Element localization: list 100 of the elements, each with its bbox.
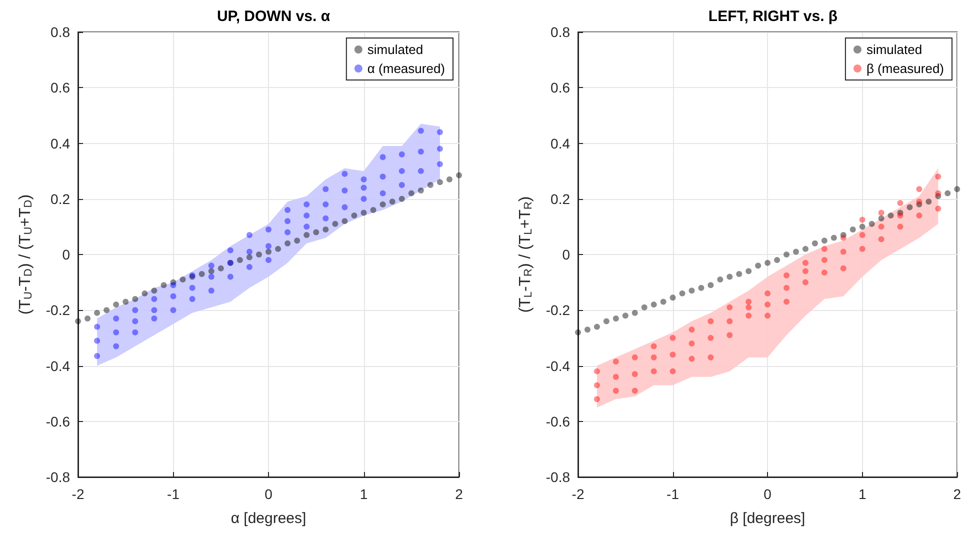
point xyxy=(304,201,310,208)
point xyxy=(859,224,866,230)
point xyxy=(708,318,714,324)
point xyxy=(380,174,386,180)
point xyxy=(427,182,434,188)
point xyxy=(746,304,752,310)
point xyxy=(436,146,443,152)
point xyxy=(916,186,922,192)
point xyxy=(266,243,272,250)
point xyxy=(113,343,120,350)
point xyxy=(660,298,666,305)
legend-label: simulated xyxy=(866,42,922,57)
point xyxy=(764,312,771,319)
x-axis-title: α [degrees] xyxy=(230,510,306,527)
point xyxy=(218,265,224,272)
point xyxy=(859,232,866,238)
point xyxy=(717,276,724,283)
point xyxy=(113,329,120,336)
point xyxy=(332,220,338,227)
point xyxy=(398,168,405,174)
point xyxy=(227,247,234,254)
x-tick-label: 1 xyxy=(360,486,368,502)
point xyxy=(612,388,619,394)
point xyxy=(208,274,214,280)
point xyxy=(284,207,291,213)
point xyxy=(122,298,129,305)
point xyxy=(275,246,282,252)
point xyxy=(322,201,329,208)
point xyxy=(418,148,424,155)
point xyxy=(151,315,158,322)
chart-title: LEFT, RIGHT vs. β xyxy=(708,8,838,25)
point xyxy=(284,218,291,224)
point xyxy=(284,229,291,236)
point xyxy=(878,215,884,222)
point xyxy=(650,368,657,374)
point xyxy=(84,315,91,322)
point xyxy=(708,354,714,360)
point xyxy=(304,212,310,219)
point xyxy=(632,388,638,394)
point xyxy=(784,272,790,278)
point xyxy=(170,307,176,314)
point xyxy=(113,302,120,308)
point xyxy=(708,282,714,288)
point xyxy=(208,268,214,274)
y-tick-label: -0.8 xyxy=(46,469,70,485)
point xyxy=(650,302,657,308)
y-tick-label: 0.4 xyxy=(50,135,70,152)
y-tick-label: 0.4 xyxy=(550,135,570,152)
point xyxy=(342,204,348,210)
point xyxy=(954,186,960,192)
point xyxy=(632,310,638,316)
point xyxy=(113,315,120,322)
point xyxy=(792,248,799,255)
point xyxy=(294,238,300,244)
point xyxy=(380,154,386,160)
point xyxy=(227,274,234,280)
point xyxy=(360,196,367,202)
y-tick-label: -0.6 xyxy=(546,413,570,430)
point xyxy=(802,260,808,266)
point xyxy=(266,226,272,232)
y-tick-label: -0.4 xyxy=(46,358,70,374)
point xyxy=(246,232,252,238)
point xyxy=(784,252,790,258)
point xyxy=(380,190,386,196)
point xyxy=(935,190,942,196)
point xyxy=(584,326,590,333)
point xyxy=(821,246,828,252)
point xyxy=(94,324,100,330)
x-tick-label: 0 xyxy=(764,486,772,502)
point xyxy=(632,354,638,360)
point xyxy=(878,224,884,230)
text: (TU-TD) / (TU+TD) xyxy=(17,194,34,315)
point xyxy=(603,318,610,324)
y-tick-label: 0.2 xyxy=(550,190,570,207)
text: (TL-TR) / (TL+TR) xyxy=(517,196,534,313)
point xyxy=(650,354,657,360)
y-tick-label: -0.2 xyxy=(46,302,70,318)
point xyxy=(94,353,100,360)
point xyxy=(764,260,771,266)
point xyxy=(698,284,704,291)
point xyxy=(142,290,148,296)
point xyxy=(688,288,695,294)
point xyxy=(246,254,252,260)
x-tick-label: 1 xyxy=(858,486,866,502)
point xyxy=(236,257,243,264)
point xyxy=(170,282,176,288)
point xyxy=(622,312,628,319)
point xyxy=(670,368,676,374)
point xyxy=(132,307,138,314)
y-tick-label: 0 xyxy=(62,246,70,262)
point xyxy=(456,172,462,178)
point xyxy=(575,329,581,336)
point xyxy=(189,284,196,291)
point xyxy=(726,318,733,324)
point xyxy=(821,257,828,264)
point xyxy=(726,332,733,338)
point xyxy=(746,312,752,319)
point xyxy=(132,296,138,302)
point xyxy=(594,324,600,330)
point xyxy=(802,246,808,252)
